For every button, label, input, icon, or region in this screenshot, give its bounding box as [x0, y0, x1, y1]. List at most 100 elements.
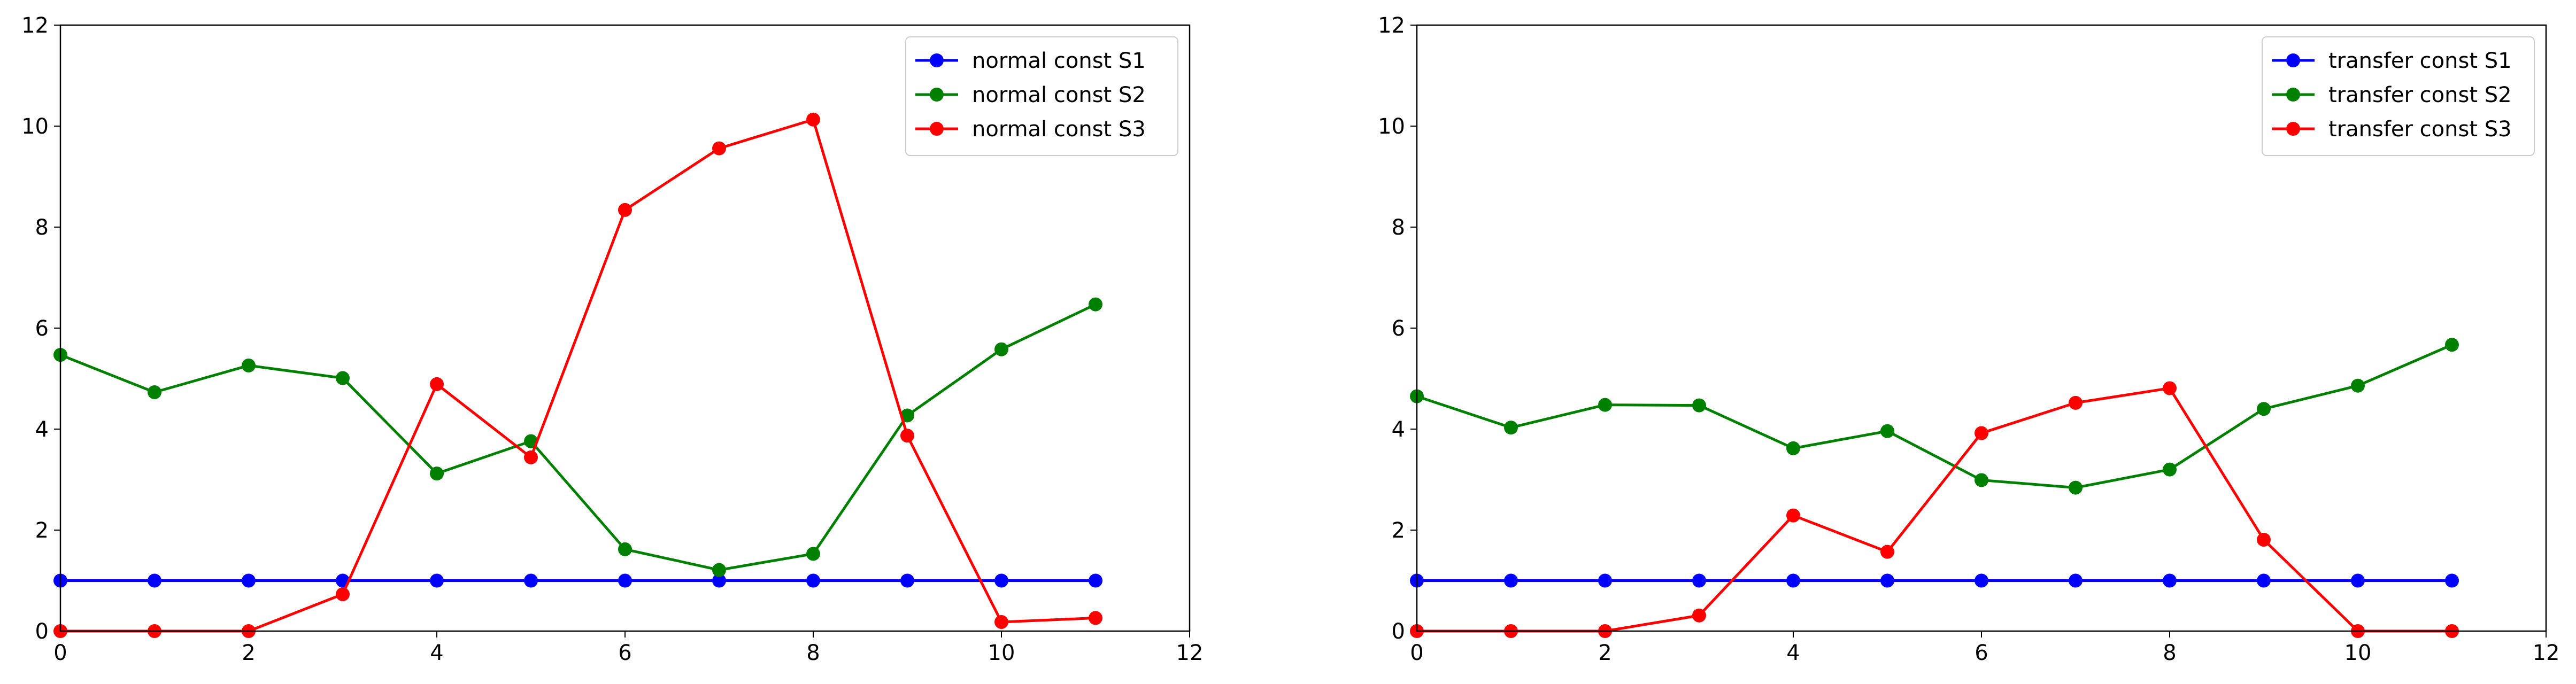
data-point	[2257, 573, 2271, 588]
data-point	[900, 408, 914, 423]
data-point	[806, 547, 820, 561]
x-tick-label: 12	[1176, 641, 1204, 665]
legend-box	[2262, 36, 2535, 156]
axes-frame	[1416, 24, 2547, 632]
y-tick-label: 10	[1378, 114, 1405, 139]
data-point	[1692, 608, 1706, 623]
data-point	[618, 542, 632, 556]
legend-label: normal const S1	[972, 49, 1146, 73]
data-point	[2069, 573, 2083, 588]
y-tick-label: 12	[21, 13, 49, 38]
data-point	[242, 358, 256, 372]
data-point	[806, 573, 820, 588]
data-point	[430, 573, 444, 588]
x-tick-label: 4	[1786, 641, 1800, 665]
legend: transfer const S1 transfer const S2 transf…	[2262, 36, 2535, 156]
legend-label: transfer const S1	[2328, 49, 2512, 73]
data-point	[148, 385, 161, 400]
y-tick-label: 6	[35, 316, 49, 341]
legend-marker	[930, 122, 944, 136]
data-point	[900, 573, 914, 588]
data-point	[618, 203, 632, 217]
data-point	[712, 573, 726, 588]
y-tick-label: 10	[21, 114, 49, 139]
legend-marker	[2286, 53, 2300, 67]
data-point	[242, 573, 256, 588]
legend-marker	[2286, 122, 2300, 136]
data-point	[2445, 573, 2459, 588]
data-point	[2257, 532, 2271, 547]
data-point	[1692, 573, 1706, 588]
x-tick-label: 2	[242, 641, 255, 665]
legend-label: transfer const S2	[2328, 83, 2512, 107]
x-tick-label: 6	[1975, 641, 1988, 665]
x-tick-label: 12	[2533, 641, 2560, 665]
data-point	[1975, 426, 1988, 440]
x-tick-label: 0	[1410, 641, 1423, 665]
y-tick-label: 0	[35, 619, 49, 644]
data-point	[2069, 395, 2083, 410]
data-point	[1786, 573, 1800, 588]
data-point	[1975, 573, 1988, 588]
x-tick-label: 2	[1598, 641, 1611, 665]
data-point	[1089, 297, 1102, 312]
data-point	[430, 467, 444, 481]
data-point	[2351, 573, 2365, 588]
y-tick-label: 8	[35, 215, 49, 240]
data-point	[1089, 573, 1102, 588]
data-point	[2351, 378, 2365, 393]
data-point	[148, 573, 161, 588]
legend-box	[905, 36, 1178, 156]
series-line-2	[60, 303, 1097, 572]
data-point	[1975, 473, 1988, 487]
data-point	[900, 429, 914, 443]
legend-marker	[930, 88, 944, 102]
data-point	[2069, 480, 2083, 495]
data-point	[806, 112, 820, 127]
data-point	[712, 141, 726, 156]
data-point	[1089, 611, 1102, 625]
data-point	[1504, 573, 1518, 588]
y-tick-label: 2	[35, 518, 49, 543]
data-point	[1504, 421, 1518, 435]
data-point	[2445, 338, 2459, 352]
x-tick-label: 8	[806, 641, 820, 665]
y-tick-label: 12	[1378, 13, 1405, 38]
legend-label: transfer const S3	[2328, 117, 2512, 142]
data-point	[1786, 441, 1800, 455]
data-point	[712, 563, 726, 577]
legend: normal const S1 normal const S2 normal con…	[905, 36, 1178, 156]
x-tick-label: 10	[988, 641, 1015, 665]
legend-label: normal const S3	[972, 117, 1146, 142]
data-point	[336, 587, 350, 602]
x-tick-label: 0	[53, 641, 67, 665]
x-tick-label: 4	[430, 641, 443, 665]
y-tick-label: 4	[1392, 417, 1405, 442]
data-point	[1880, 545, 1894, 559]
data-point	[994, 615, 1008, 629]
data-point	[336, 371, 350, 385]
y-tick-label: 2	[1392, 518, 1405, 543]
series-line-2	[1416, 343, 2452, 489]
x-tick-label: 6	[618, 641, 631, 665]
y-tick-label: 0	[1392, 619, 1405, 644]
data-point	[2257, 402, 2271, 416]
x-tick-label: 10	[2344, 641, 2372, 665]
axes-frame	[59, 24, 1191, 632]
x-tick-label: 8	[2163, 641, 2176, 665]
data-point	[1598, 398, 1612, 412]
data-point	[2163, 573, 2177, 588]
data-point	[1598, 573, 1612, 588]
y-tick-label: 8	[1392, 215, 1405, 240]
y-tick-label: 4	[35, 417, 49, 442]
data-point	[430, 377, 444, 391]
data-point	[524, 450, 538, 464]
data-point	[1880, 424, 1894, 438]
data-point	[994, 342, 1008, 356]
data-point	[2163, 462, 2177, 477]
legend-label: normal const S2	[972, 83, 1146, 107]
